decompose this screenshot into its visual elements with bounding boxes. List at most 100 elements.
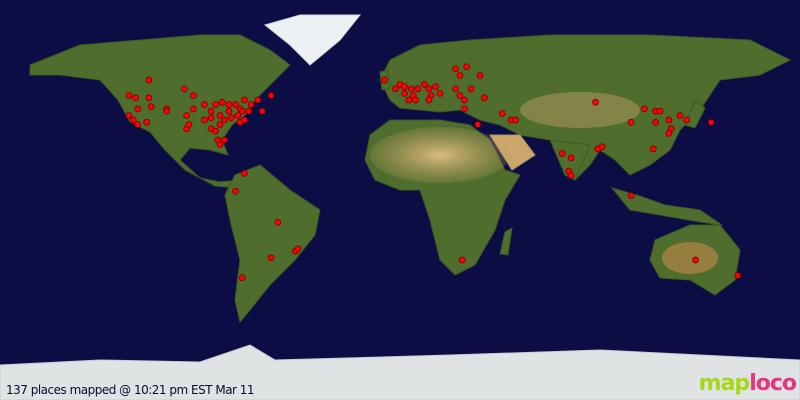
place-marker[interactable]: [707, 118, 715, 126]
place-marker[interactable]: [129, 116, 137, 124]
place-marker[interactable]: [567, 172, 575, 179]
place-marker[interactable]: [567, 154, 575, 162]
place-marker[interactable]: [163, 107, 171, 115]
place-marker[interactable]: [652, 118, 659, 126]
place-marker[interactable]: [145, 94, 153, 102]
place-marker[interactable]: [452, 65, 459, 73]
place-marker[interactable]: [461, 96, 468, 104]
place-marker[interactable]: [676, 112, 684, 119]
place-marker[interactable]: [458, 256, 466, 264]
place-marker[interactable]: [189, 105, 197, 113]
place-marker[interactable]: [598, 143, 606, 151]
place-marker[interactable]: [225, 107, 233, 115]
place-marker[interactable]: [267, 92, 275, 99]
place-marker[interactable]: [201, 101, 208, 108]
place-marker[interactable]: [201, 116, 208, 124]
place-marker[interactable]: [212, 101, 219, 108]
place-marker[interactable]: [481, 94, 488, 102]
maploco-logo[interactable]: maploco: [699, 371, 797, 396]
place-marker[interactable]: [641, 105, 648, 113]
place-marker[interactable]: [238, 107, 246, 115]
place-marker[interactable]: [274, 218, 282, 226]
place-marker[interactable]: [381, 76, 388, 84]
place-marker[interactable]: [649, 145, 657, 153]
place-marker[interactable]: [125, 112, 133, 119]
place-marker[interactable]: [183, 112, 191, 119]
place-marker[interactable]: [692, 256, 699, 264]
place-marker[interactable]: [656, 107, 664, 115]
greenland: [263, 14, 362, 66]
place-marker[interactable]: [476, 72, 484, 79]
sahara-desert: [370, 127, 510, 183]
place-marker[interactable]: [221, 136, 228, 144]
place-marker[interactable]: [216, 112, 224, 119]
place-marker[interactable]: [216, 121, 224, 128]
place-marker[interactable]: [254, 96, 262, 104]
place-marker[interactable]: [294, 245, 302, 253]
place-marker[interactable]: [414, 85, 422, 93]
place-marker[interactable]: [185, 121, 193, 128]
place-marker[interactable]: [207, 107, 215, 115]
place-marker[interactable]: [132, 94, 139, 102]
place-marker[interactable]: [241, 116, 248, 124]
place-marker[interactable]: [436, 89, 444, 97]
place-marker[interactable]: [125, 92, 133, 99]
place-marker[interactable]: [425, 85, 433, 93]
place-marker[interactable]: [238, 274, 246, 282]
place-marker[interactable]: [401, 83, 408, 91]
place-marker[interactable]: [467, 85, 475, 93]
place-marker[interactable]: [134, 105, 142, 113]
place-marker[interactable]: [456, 92, 464, 99]
place-marker[interactable]: [432, 83, 439, 91]
place-marker[interactable]: [147, 103, 155, 111]
place-marker[interactable]: [407, 85, 415, 93]
place-marker[interactable]: [212, 127, 219, 135]
place-marker[interactable]: [232, 101, 239, 108]
place-marker[interactable]: [227, 114, 235, 122]
place-marker[interactable]: [592, 98, 599, 106]
place-marker[interactable]: [474, 121, 482, 128]
place-marker[interactable]: [421, 81, 428, 88]
place-marker[interactable]: [216, 141, 224, 148]
place-marker[interactable]: [247, 101, 255, 108]
place-marker[interactable]: [461, 105, 468, 113]
place-marker[interactable]: [234, 112, 242, 119]
place-marker[interactable]: [207, 114, 215, 122]
place-marker[interactable]: [267, 254, 275, 262]
place-marker[interactable]: [225, 101, 233, 108]
place-marker[interactable]: [425, 96, 433, 104]
place-marker[interactable]: [405, 96, 413, 104]
place-marker[interactable]: [145, 76, 153, 84]
place-marker[interactable]: [218, 98, 226, 106]
place-marker[interactable]: [241, 169, 248, 177]
place-marker[interactable]: [734, 272, 742, 279]
place-marker[interactable]: [463, 63, 471, 71]
place-marker[interactable]: [245, 107, 253, 115]
place-marker[interactable]: [412, 96, 419, 104]
place-marker[interactable]: [232, 187, 239, 195]
landmasses: [0, 14, 800, 400]
place-marker[interactable]: [452, 85, 459, 93]
place-marker[interactable]: [498, 109, 506, 117]
place-marker[interactable]: [665, 116, 673, 124]
place-marker[interactable]: [456, 72, 464, 79]
place-marker[interactable]: [558, 149, 566, 157]
place-marker[interactable]: [258, 107, 266, 115]
place-marker[interactable]: [512, 116, 519, 124]
place-marker[interactable]: [627, 118, 635, 126]
place-marker[interactable]: [392, 85, 399, 93]
place-marker[interactable]: [683, 116, 691, 124]
place-marker[interactable]: [665, 129, 673, 137]
place-marker[interactable]: [241, 96, 248, 104]
place-marker[interactable]: [181, 85, 188, 93]
place-marker[interactable]: [134, 121, 142, 128]
place-markers: [125, 63, 742, 282]
place-marker[interactable]: [221, 116, 228, 124]
place-marker[interactable]: [143, 118, 151, 126]
place-marker[interactable]: [189, 92, 197, 99]
antarctica: [0, 344, 800, 400]
place-marker[interactable]: [627, 192, 635, 199]
place-marker[interactable]: [401, 89, 408, 97]
